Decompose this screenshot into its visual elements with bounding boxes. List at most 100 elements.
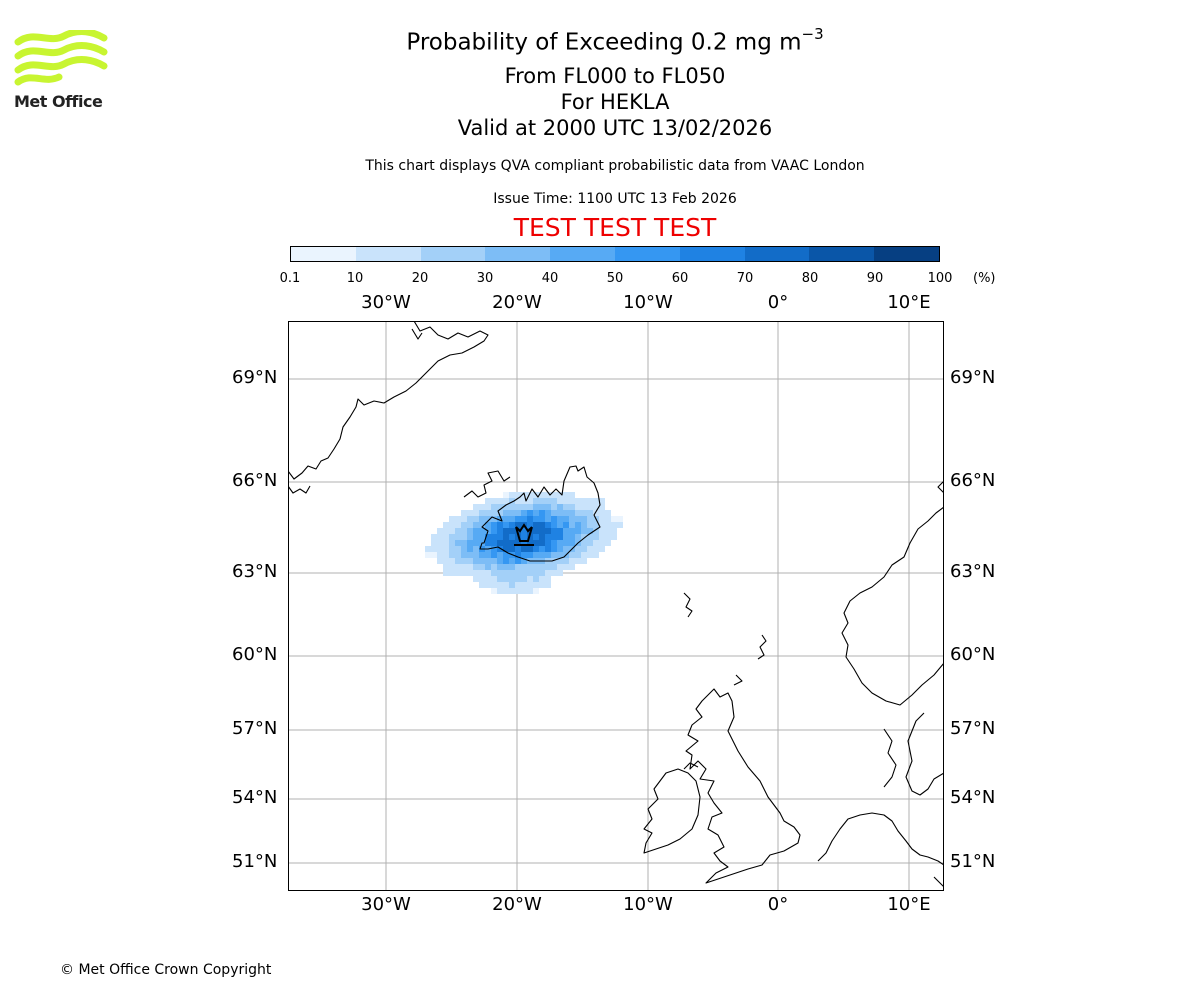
probability-cell xyxy=(587,516,593,522)
probability-cell xyxy=(551,534,557,540)
probability-cell xyxy=(533,534,539,540)
probability-cell xyxy=(473,522,479,528)
probability-cell xyxy=(521,582,527,588)
probability-cell xyxy=(587,540,593,546)
probability-cell xyxy=(437,546,443,552)
probability-cell xyxy=(497,516,503,522)
probability-cell xyxy=(467,510,473,516)
probability-cell xyxy=(563,510,569,516)
latitude-label: 66°N xyxy=(950,470,996,491)
probability-cell xyxy=(515,552,521,558)
probability-cell xyxy=(491,570,497,576)
probability-cell xyxy=(581,528,587,534)
probability-cell xyxy=(491,540,497,546)
probability-cell xyxy=(563,564,569,570)
probability-cell xyxy=(515,510,521,516)
probability-cell xyxy=(479,576,485,582)
probability-cell xyxy=(545,534,551,540)
probability-cell xyxy=(431,540,437,546)
probability-cell xyxy=(449,522,455,528)
probability-cell xyxy=(515,588,521,594)
probability-cell xyxy=(521,510,527,516)
probability-cell xyxy=(485,504,491,510)
probability-cell xyxy=(509,570,515,576)
probability-cell xyxy=(563,528,569,534)
coastline-orkney xyxy=(733,674,743,686)
probability-cell xyxy=(491,504,497,510)
longitude-label: 20°W xyxy=(492,894,542,915)
probability-cell xyxy=(521,576,527,582)
probability-cell xyxy=(605,534,611,540)
probability-cell xyxy=(539,516,545,522)
probability-cell xyxy=(491,534,497,540)
probability-cell xyxy=(449,534,455,540)
probability-cell xyxy=(569,516,575,522)
coastline-sweden xyxy=(883,728,897,788)
probability-cell xyxy=(575,510,581,516)
probability-cell xyxy=(545,510,551,516)
probability-cell xyxy=(557,564,563,570)
coastline-denmark-south xyxy=(933,876,944,888)
probability-cell xyxy=(587,552,593,558)
probability-cell xyxy=(581,534,587,540)
probability-cell xyxy=(509,582,515,588)
coastline-greenland xyxy=(288,321,489,480)
probability-cell xyxy=(509,492,515,498)
probability-cell xyxy=(455,540,461,546)
probability-cell xyxy=(461,552,467,558)
probability-cell xyxy=(455,534,461,540)
probability-cell xyxy=(533,522,539,528)
probability-cell xyxy=(545,582,551,588)
probability-cell xyxy=(449,552,455,558)
coastline-iceland xyxy=(479,465,601,562)
probability-cell xyxy=(467,546,473,552)
probability-cell xyxy=(539,510,545,516)
probability-cell xyxy=(581,522,587,528)
probability-cell xyxy=(527,498,533,504)
probability-cell xyxy=(509,546,515,552)
probability-cell xyxy=(581,510,587,516)
probability-cell xyxy=(467,528,473,534)
probability-cell xyxy=(575,516,581,522)
probability-cell xyxy=(503,510,509,516)
probability-cell xyxy=(533,504,539,510)
probability-cell xyxy=(425,546,431,552)
probability-cell xyxy=(617,522,623,528)
ash-probability-field xyxy=(425,492,623,594)
probability-cell xyxy=(587,534,593,540)
probability-cell xyxy=(455,528,461,534)
probability-cell xyxy=(503,492,509,498)
probability-cell xyxy=(509,498,515,504)
probability-cell xyxy=(551,510,557,516)
latitude-label: 60°N xyxy=(232,644,278,665)
probability-cell xyxy=(545,504,551,510)
probability-cell xyxy=(569,510,575,516)
probability-cell xyxy=(611,516,617,522)
probability-cell xyxy=(491,498,497,504)
colorbar-label: 50 xyxy=(606,271,624,286)
probability-cell xyxy=(443,558,449,564)
longitude-label: 10°W xyxy=(623,894,673,915)
probability-cell xyxy=(617,516,623,522)
probability-cell xyxy=(455,564,461,570)
probability-cell xyxy=(449,540,455,546)
probability-cell xyxy=(527,492,533,498)
probability-cell xyxy=(593,534,599,540)
probability-cell xyxy=(443,522,449,528)
probability-cell xyxy=(575,546,581,552)
probability-cell xyxy=(551,546,557,552)
probability-cell xyxy=(443,528,449,534)
coastline-denmark xyxy=(905,712,944,796)
probability-cell xyxy=(479,534,485,540)
probability-cell xyxy=(563,492,569,498)
probability-cell xyxy=(461,570,467,576)
probability-cell xyxy=(515,582,521,588)
probability-cell xyxy=(527,564,533,570)
probability-cell xyxy=(539,534,545,540)
probability-cell xyxy=(449,528,455,534)
probability-cell xyxy=(515,558,521,564)
probability-cell xyxy=(575,498,581,504)
probability-cell xyxy=(575,528,581,534)
coastline-iceland-westfjords xyxy=(463,470,511,498)
coastline-norway xyxy=(841,506,944,706)
